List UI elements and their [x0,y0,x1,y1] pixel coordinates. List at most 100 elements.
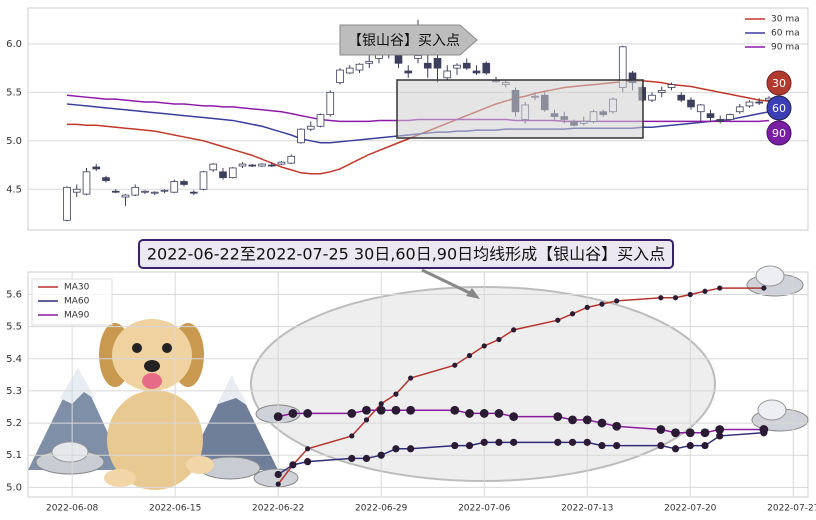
candle-body [72,188,81,193]
point [614,298,620,304]
point [303,409,313,418]
candle-body [404,70,413,74]
candle-body [316,114,325,127]
candle-body [277,161,286,165]
y-tick-label: 5.3 [6,386,22,397]
x-tick-label: 2022-07-27 [767,504,816,514]
badge [766,95,792,121]
legend-label: 60 ma [771,29,800,39]
ingot [757,399,787,421]
point [451,441,459,450]
candle-body [102,177,110,181]
legend-label: MA30 [64,283,90,293]
point [715,425,725,434]
dog-paw [104,469,136,487]
point [377,451,385,459]
candle-body [345,67,354,74]
candle-body [63,186,71,221]
point [274,470,282,479]
point [657,441,665,450]
candle-body [248,164,257,167]
point [599,301,605,307]
point [494,409,504,418]
candle-body [423,62,432,69]
point [656,425,666,434]
point [568,415,577,425]
point [349,433,355,439]
x-tick-label: 2022-06-22 [252,504,304,514]
x-tick-label: 2022-07-13 [561,504,613,514]
point [686,441,694,450]
candle-body [648,94,656,101]
x-tick-label: 2022-07-06 [458,504,511,514]
point [702,288,708,294]
candle-body [716,119,725,122]
point [509,412,519,422]
badge [766,120,792,146]
title-box [138,239,674,269]
legend-label: 90 ma [771,43,800,53]
legend-label: MA90 [64,311,90,321]
point [466,352,473,359]
point [479,409,489,418]
candle-body [462,62,471,69]
point [480,438,488,446]
y-tick-label: 5.0 [6,482,22,493]
dog-tongue [142,373,162,389]
candle-body [482,62,491,74]
point [672,295,679,301]
candle-body [667,84,676,88]
candle-body [735,106,744,113]
dog-head [112,319,192,391]
candle-body [131,186,140,196]
point [452,362,458,368]
point [510,438,518,446]
highlight-ellipse [250,286,716,482]
pointer-arrow-head [466,288,480,299]
y-tick-label: 5.1 [6,450,22,461]
point [450,405,460,415]
candle-body [170,181,179,193]
point [363,417,370,423]
point [391,405,401,415]
point [408,375,414,381]
candle-body [706,113,715,118]
point [289,461,297,469]
candle-body [472,70,481,74]
point [304,458,312,466]
candle-body [238,163,247,167]
candle-body [306,125,315,130]
candle-body [180,181,188,185]
y-tick-label: 5.5 [6,87,22,98]
candle-body [365,60,374,64]
dog-nose [144,360,160,372]
highlight-region [396,79,644,139]
candle-body [677,94,686,101]
y-tick-label: 6.0 [6,39,22,50]
candle-body [92,166,101,170]
point [597,418,607,428]
point [583,438,591,446]
point [671,428,680,438]
candle-body [433,58,442,69]
point [598,441,606,450]
candle-body [111,190,120,193]
point [348,454,356,463]
decoration [28,265,809,490]
ingot [51,441,89,463]
point [392,445,400,453]
candle-body [199,171,208,190]
candle-body [209,163,218,171]
candle-body [326,91,335,116]
candle-body [141,190,149,193]
point [465,441,474,450]
point [761,285,767,291]
y-tick-label: 5.5 [6,322,22,333]
candle-body [336,69,344,84]
point [613,441,621,450]
candle-body [657,90,666,93]
point [378,401,384,407]
point [700,428,710,438]
candle-body [228,167,237,179]
x-tick-label: 2022-06-08 [46,504,99,514]
